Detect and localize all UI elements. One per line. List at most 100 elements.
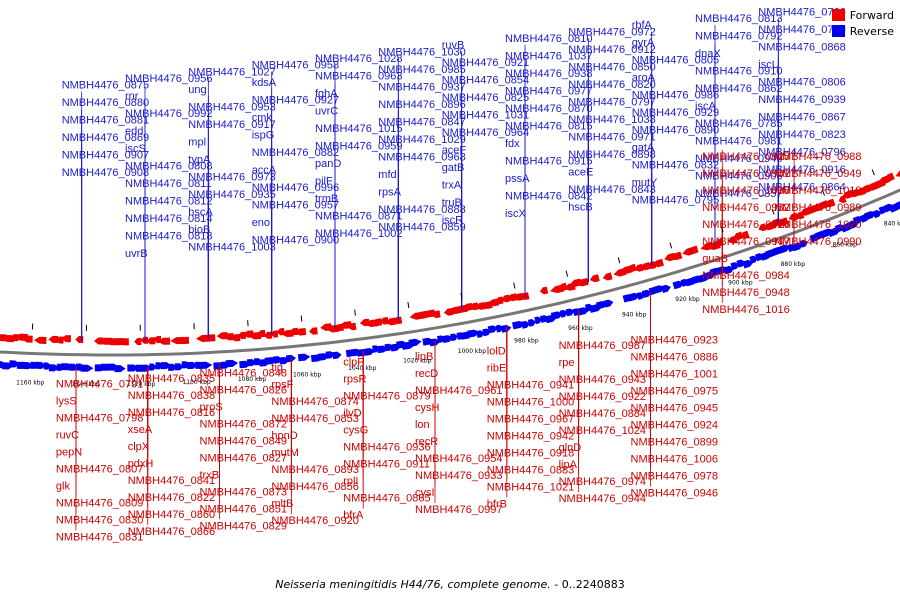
gene-label: NMBH4476_0791 (56, 378, 143, 390)
gene-label: NMBH4476_0910 (695, 66, 782, 78)
reverse-gene-arrow (742, 259, 754, 269)
reverse-gene-arrow (408, 338, 422, 347)
gene-label: glnD (559, 442, 582, 454)
gene-label: pepN (56, 446, 82, 458)
gene-label: aceE (568, 166, 593, 178)
forward-gene-arrow (521, 292, 530, 300)
gene-label: NMBH4476_0948 (702, 287, 789, 299)
gene-label: NMBH4476_0971 (568, 131, 655, 143)
gene-label: NMBH4476_1030 (378, 46, 465, 58)
gene-label: edd (125, 126, 143, 138)
gene-label: trxB (200, 469, 220, 481)
gene-label: NMBH4476_0949 (774, 168, 861, 180)
gene-label: NMBH4476_0798 (56, 412, 143, 424)
reverse-gene-arrow (48, 364, 60, 372)
gene-label: NMBH4476_0820 (568, 79, 655, 91)
gene-label: NMBH4476_0996 (252, 182, 339, 194)
forward-gene-arrow (513, 292, 525, 301)
gene-label: eno (252, 217, 270, 229)
gene-label: NMBH4476_0992 (125, 108, 212, 120)
forward-gene-arrow (177, 336, 190, 345)
forward-gene-arrow (385, 317, 397, 326)
gene-label: NMBH4476_0957 (252, 200, 339, 212)
label-leader-lines (75, 18, 795, 531)
legend-reverse: Reverse (831, 23, 894, 39)
reverse-gene-arrow (779, 244, 791, 254)
gene-label: NMBH4476_0915 (505, 156, 592, 168)
gene-label: NMBH4476_0942 (487, 431, 574, 443)
forward-gene-arrow (495, 296, 504, 305)
gene-label: mfd (378, 169, 396, 181)
gene-label: NMBH4476_0826 (200, 384, 287, 396)
gene-label: iscU (758, 59, 779, 71)
gene-label: NMBH4476_0911 (343, 459, 430, 471)
forward-gene-arrow (664, 252, 676, 262)
gene-label: NMBH4476_0923 (631, 335, 718, 347)
gene-label: NMBH4476_0818 (125, 231, 212, 243)
forward-gene-arrow (75, 336, 84, 344)
gene-label: ilvD (343, 408, 361, 420)
gene-label: NMBH4476_0939 (758, 94, 845, 106)
tick-label: 1120 kbp (127, 381, 155, 388)
gene-label: NMBH4476_0865 (343, 493, 430, 505)
gene-label: NMBH4476_0963 (315, 71, 402, 83)
tick-mark (821, 189, 825, 196)
gene-label: NMBH4476_0883 (487, 465, 574, 477)
forward-gene-arrow (431, 310, 441, 319)
gene-label: NMBH4476_0851 (200, 503, 287, 515)
gene-label: mltB (271, 498, 293, 510)
tick-mark (407, 301, 410, 309)
gene-label: NMBH4476_1029 (378, 134, 465, 146)
gene-label: NMBH4476_0796 (758, 146, 845, 158)
tick-label: 1000 kbp (458, 348, 486, 355)
gene-label: NMBH4476_0920 (271, 515, 358, 527)
strand-legend: Forward Reverse (831, 7, 894, 39)
gene-label: NMBH4476_0850 (568, 61, 655, 73)
gene-label: NMBH4476_0831 (56, 531, 143, 543)
tick-label: 840 kbp (884, 221, 900, 228)
gene-label: ung (188, 84, 206, 96)
gene-label: NMBH4476_0859 (378, 221, 465, 233)
gene-label: NMBH4476_0866 (128, 526, 215, 538)
gene-label: NMBH4476_0881 (62, 115, 149, 127)
forward-gene-arrow (309, 327, 318, 335)
gene-label: ruvB (442, 40, 465, 52)
reverse-gene-arrow (527, 319, 536, 327)
legend-forward-label: Forward (849, 8, 894, 22)
gene-label: aceF (442, 145, 467, 157)
forward-gene-arrow (602, 272, 613, 281)
gene-label: NMBH4476_0906 (695, 171, 782, 183)
forward-gene-arrow (640, 262, 651, 271)
gene-label: NMBH4476_1008 (702, 185, 789, 197)
tick-label: 1060 kbp (293, 371, 321, 378)
gene-label: NMBH4476_0770 (758, 24, 845, 36)
gene-label: truB (442, 197, 462, 209)
forward-gene-arrow (134, 338, 142, 346)
gene-label: uvrB (125, 248, 148, 260)
gene-label: NMBH4476_0959 (315, 141, 402, 153)
gene-label: NMBH4476_0985 (378, 64, 465, 76)
gene-label: NMBH4476_0853 (271, 413, 358, 425)
gene-label: NMBH4476_0862 (695, 83, 782, 95)
gene-label: NMBH4476_0835 (128, 373, 215, 385)
forward-gene-arrow (55, 336, 64, 344)
gene-label: NMBH4476_0945 (631, 403, 718, 415)
gene-label: NMBH4476_0986 (632, 90, 719, 102)
gene-label: NMBH4476_1028 (315, 53, 402, 65)
tick-label: 1140 kbp (72, 381, 100, 388)
gene-label: NMBH4476_0856 (271, 481, 358, 493)
gene-label: NMBH4476_0864 (758, 181, 845, 193)
reverse-gene-arrow (149, 363, 157, 371)
gene-label: NMBH4476_1038 (568, 114, 655, 126)
tick-label: 960 kbp (568, 325, 593, 332)
gene-label: NMBH4476_0935 (188, 189, 275, 201)
gene-label: lipB (415, 351, 433, 363)
tick-label: 1040 kbp (348, 365, 376, 372)
gene-label: NMBH4476_0842 (505, 191, 592, 203)
tick-label: 880 kbp (781, 261, 806, 268)
forward-gene-arrow (257, 329, 266, 338)
gene-label: NMBH4476_0936 (343, 442, 430, 454)
reverse-gene-arrow (559, 309, 568, 318)
